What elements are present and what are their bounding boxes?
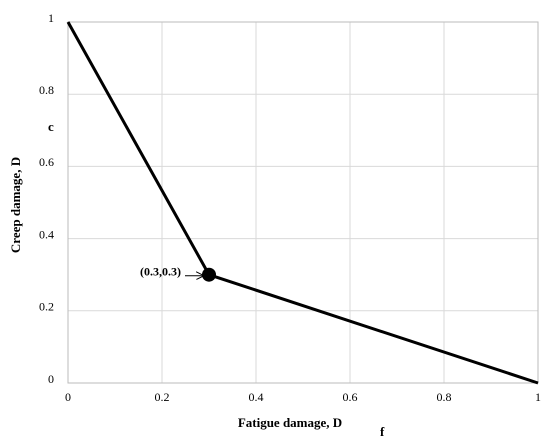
y-tick-label: 0 xyxy=(48,372,54,386)
y-axis-label-subscript: c xyxy=(48,119,54,134)
y-axis-label: Creep damage, D xyxy=(8,157,23,253)
y-tick-label: 0.6 xyxy=(39,155,54,169)
y-tick-label: 1 xyxy=(48,11,54,25)
x-axis-label-subscript: f xyxy=(380,424,385,439)
plot-frame xyxy=(67,21,539,384)
x-tick-label: 0.8 xyxy=(437,390,452,404)
y-tick-label: 0.4 xyxy=(39,227,54,241)
x-axis-label: Fatigue damage, D xyxy=(238,415,342,430)
x-tick-label: 0.4 xyxy=(249,390,264,404)
y-tick-label: 0.8 xyxy=(39,83,54,97)
x-tick-label: 0.2 xyxy=(155,390,170,404)
annotation-point xyxy=(202,267,216,282)
x-tick-label: 0.6 xyxy=(343,390,358,404)
annotation: (0.3,0.3) xyxy=(140,264,181,278)
x-tick-label: 0 xyxy=(65,390,71,404)
x-tick-label: 1 xyxy=(535,390,541,404)
line xyxy=(66,21,539,385)
y-tick-label: 0.2 xyxy=(39,300,54,314)
